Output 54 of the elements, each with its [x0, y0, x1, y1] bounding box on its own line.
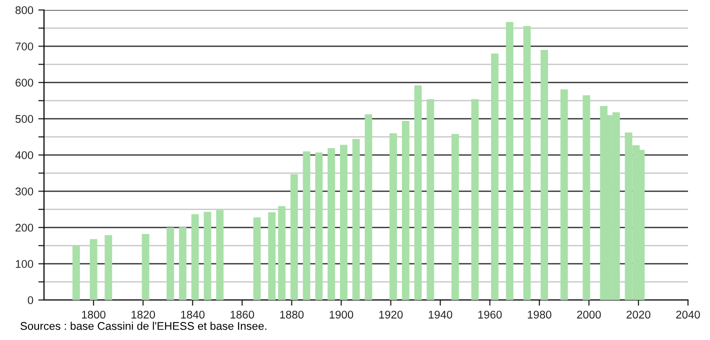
bar [451, 134, 459, 300]
x-tick-label: 2040 [676, 310, 700, 319]
x-tick-label: 1880 [280, 310, 304, 319]
x-tick-label: 2020 [626, 310, 650, 319]
bar [540, 50, 548, 300]
bar [178, 227, 186, 300]
bar [142, 234, 150, 300]
y-tick-label: 300 [15, 188, 34, 196]
y-tick-label: 800 [16, 6, 34, 14]
bar [204, 212, 212, 300]
bar [302, 151, 310, 300]
bar [364, 114, 372, 300]
y-tick-label: 100 [16, 260, 34, 268]
bar [90, 239, 98, 300]
bar [328, 148, 336, 300]
bar [390, 133, 397, 300]
x-tick-label: 1900 [330, 310, 354, 319]
y-tick-label: 700 [16, 42, 34, 50]
x-tick-label: 1820 [132, 310, 155, 319]
x-tick-label: 1920 [379, 310, 403, 319]
bar [72, 246, 80, 300]
bar [278, 206, 286, 300]
bar [471, 99, 479, 300]
bar [253, 217, 261, 300]
x-tick-label: 1940 [428, 310, 452, 319]
bar [491, 54, 499, 300]
bar [352, 139, 360, 300]
bar [582, 95, 590, 300]
y-tick-label: 500 [15, 115, 34, 123]
y-tick-label: 400 [15, 151, 34, 160]
bar [166, 228, 174, 300]
y-tick-label: 0 [28, 296, 34, 304]
x-tick-label: 1860 [230, 310, 254, 319]
source-note: Sources : base Cassini de l'EHESS et base Insee. [20, 322, 266, 330]
bar [268, 212, 276, 300]
y-tick-label: 600 [16, 78, 34, 87]
y-tick-label: 200 [16, 224, 34, 232]
x-tick-label: 1960 [478, 310, 502, 319]
bar [104, 235, 112, 300]
bar [340, 144, 348, 300]
bar [523, 26, 531, 300]
bar [560, 89, 568, 300]
x-tick-label: 1980 [528, 310, 552, 319]
bar [216, 210, 224, 300]
bar [315, 152, 323, 300]
bar [414, 85, 422, 300]
bar [426, 99, 434, 300]
bar [290, 174, 298, 300]
x-tick-label: 1800 [82, 310, 106, 319]
bar [191, 214, 199, 300]
bar [506, 22, 514, 300]
x-tick-label: 1840 [181, 310, 205, 319]
x-tick-label: 2000 [577, 310, 601, 319]
bar [402, 120, 410, 300]
